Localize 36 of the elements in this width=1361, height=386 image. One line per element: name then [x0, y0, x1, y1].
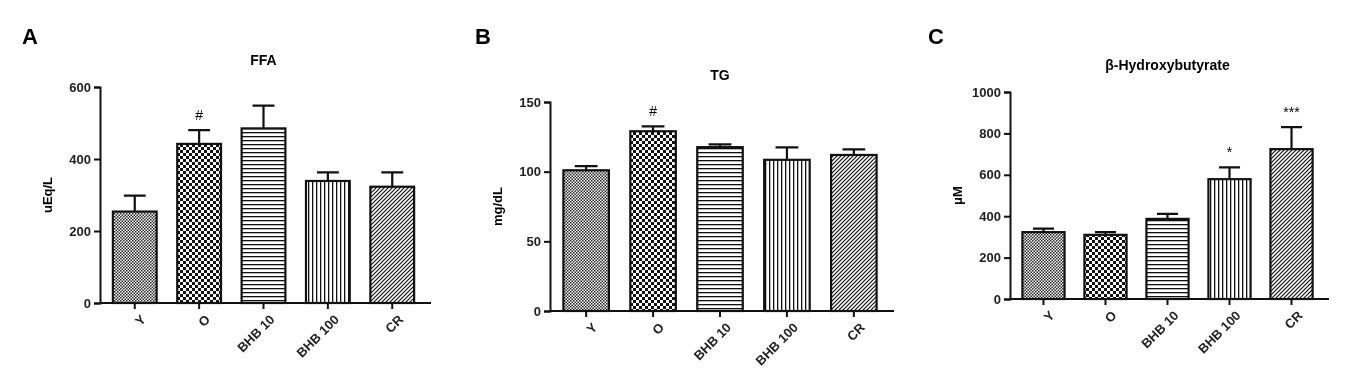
y-tick-label: 200 [979, 250, 1001, 266]
x-tick-label: O [649, 319, 668, 338]
y-tick-label: 1000 [972, 84, 1001, 100]
chart-title: TG [710, 67, 730, 83]
x-tick-label: O [195, 311, 214, 330]
annotation: # [649, 103, 658, 120]
y-tick-label: 200 [69, 223, 91, 239]
x-tick-label: Y [583, 319, 601, 337]
x-tick-label: CR [843, 319, 869, 344]
y-tick-label: 0 [993, 291, 1001, 307]
y-axis-title: μM [950, 186, 965, 205]
y-tick-label: 150 [519, 94, 541, 110]
y-tick-label: 100 [519, 164, 541, 180]
text: B [475, 24, 491, 49]
x-tick-label: Y [132, 311, 149, 329]
text: A [22, 24, 38, 49]
chart-title: β-Hydroxybutyrate [1105, 57, 1230, 73]
y-tick-label: 800 [979, 126, 1001, 142]
y-tick-label: 600 [69, 79, 91, 95]
text: C [928, 24, 944, 49]
y-axis-title: uEq/L [40, 176, 55, 214]
x-tick-label: CR [1281, 307, 1306, 332]
y-tick-label: 600 [979, 167, 1001, 183]
annotation: # [195, 107, 204, 124]
annotation: * [1226, 144, 1233, 161]
y-tick-label: 0 [533, 303, 541, 319]
chart-title: FFA [250, 52, 277, 68]
annotation: *** [1283, 104, 1301, 121]
x-tick-label: Y [1040, 307, 1058, 325]
y-axis-title: mg/dL [490, 186, 505, 226]
x-tick-label: CR [382, 311, 407, 336]
y-tick-label: 400 [69, 151, 91, 167]
y-tick-label: 50 [526, 233, 541, 249]
y-tick-label: 0 [83, 295, 91, 311]
y-tick-label: 400 [979, 208, 1001, 224]
x-tick-label: O [1101, 307, 1120, 326]
